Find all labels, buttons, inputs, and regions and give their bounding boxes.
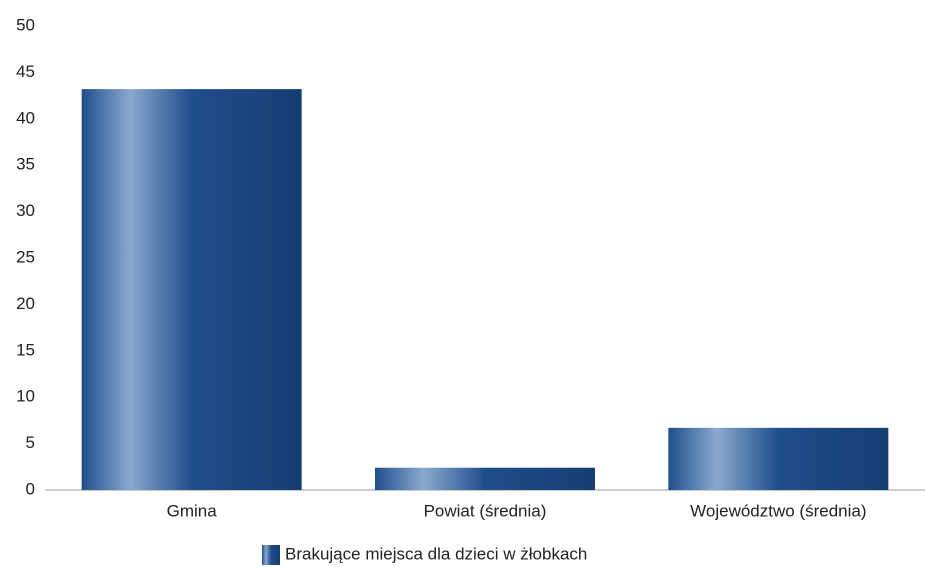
y-tick-label: 15 — [16, 340, 35, 359]
bar — [81, 89, 302, 490]
x-tick-label: Gmina — [167, 501, 218, 520]
y-tick-label: 20 — [16, 294, 35, 313]
legend-label: Brakujące miejsca dla dzieci w żłobkach — [285, 544, 587, 563]
x-tick-label: Województwo (średnia) — [690, 501, 866, 520]
bar — [668, 427, 889, 490]
bar — [375, 467, 595, 490]
y-tick-label: 5 — [26, 433, 35, 452]
y-tick-label: 40 — [16, 108, 35, 127]
y-tick-label: 35 — [16, 155, 35, 174]
x-tick-label: Powiat (średnia) — [424, 501, 547, 520]
y-tick-label: 50 — [16, 15, 35, 34]
y-tick-label: 30 — [16, 201, 35, 220]
y-tick-label: 25 — [16, 247, 35, 266]
y-tick-label: 45 — [16, 62, 35, 81]
legend-swatch — [262, 545, 280, 565]
y-tick-label: 0 — [26, 479, 35, 498]
y-tick-label: 10 — [16, 387, 35, 406]
